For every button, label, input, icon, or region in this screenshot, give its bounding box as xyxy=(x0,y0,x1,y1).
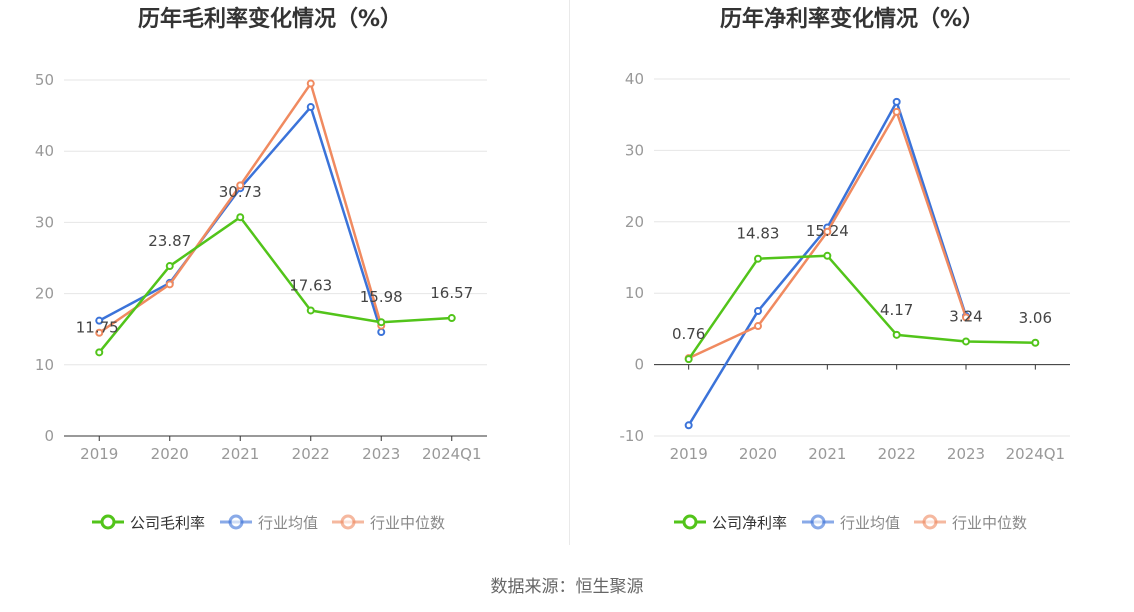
data-point-industry_avg[interactable] xyxy=(377,328,386,337)
series-line-company xyxy=(98,215,452,354)
legend-marker xyxy=(922,514,938,530)
y-tick-label: 40 xyxy=(625,70,644,88)
data-label: 17.63 xyxy=(289,276,332,294)
data-point-company[interactable] xyxy=(165,262,174,271)
x-tick-label: 2022 xyxy=(292,445,330,463)
legend-item-industry_avg[interactable]: 行业均值 xyxy=(220,514,318,532)
y-tick-label: 0 xyxy=(44,427,54,445)
data-label: 30.73 xyxy=(219,183,262,201)
chart-title: 历年净利率变化情况（%） xyxy=(720,6,984,32)
legend-item-industry_avg[interactable]: 行业均值 xyxy=(802,514,900,532)
data-point-industry_median[interactable] xyxy=(823,227,832,236)
data-point-industry_median[interactable] xyxy=(754,322,762,331)
legend-label: 行业均值 xyxy=(840,514,900,532)
data-point-industry_avg[interactable] xyxy=(892,97,901,106)
legend-marker xyxy=(340,514,356,530)
x-tick-label: 2020 xyxy=(739,445,777,463)
data-label: 14.83 xyxy=(737,225,780,243)
data-point-industry_median[interactable] xyxy=(236,181,245,190)
legend-label: 行业中位数 xyxy=(370,514,445,532)
data-point-company[interactable] xyxy=(684,355,693,364)
data-point-company[interactable] xyxy=(306,306,315,315)
data-label: 23.87 xyxy=(148,232,191,250)
legend-label: 行业均值 xyxy=(258,514,318,532)
data-label: 15.98 xyxy=(360,288,403,306)
data-point-industry_median[interactable] xyxy=(962,313,970,322)
legend-item-company[interactable]: 公司净利率 xyxy=(674,514,787,532)
data-point-company[interactable] xyxy=(823,251,832,260)
x-tick-label: 2024Q1 xyxy=(1006,445,1066,463)
legend-label: 公司毛利率 xyxy=(130,514,205,532)
y-tick-label: 0 xyxy=(634,356,644,374)
chart-title: 历年毛利率变化情况（%） xyxy=(138,6,402,32)
data-label: 16.57 xyxy=(430,284,473,302)
y-tick-label: 10 xyxy=(35,356,54,374)
data-point-company[interactable] xyxy=(892,330,901,339)
data-label: 15.24 xyxy=(806,222,849,240)
data-point-industry_median[interactable] xyxy=(892,107,901,116)
data-point-company[interactable] xyxy=(236,213,245,222)
data-point-company[interactable] xyxy=(447,314,456,323)
y-tick-label: 50 xyxy=(35,71,54,89)
x-tick-label: 2022 xyxy=(878,445,916,463)
x-tick-label: 2021 xyxy=(808,445,846,463)
x-tick-label: 2023 xyxy=(362,445,400,463)
legend-label: 公司净利率 xyxy=(712,514,787,532)
data-label: 0.76 xyxy=(672,325,705,343)
data-point-industry_median[interactable] xyxy=(95,328,104,337)
y-tick-label: 10 xyxy=(625,284,644,302)
y-tick-label: 20 xyxy=(625,213,644,231)
panel-divider xyxy=(569,0,570,545)
legend-marker xyxy=(810,514,826,530)
series-line-company xyxy=(687,254,1036,360)
legend-marker xyxy=(100,514,116,530)
legend-marker xyxy=(228,514,244,530)
data-source-note: 数据来源：恒生聚源 xyxy=(490,577,644,597)
x-tick-label: 2019 xyxy=(80,445,118,463)
y-tick-label: 20 xyxy=(35,285,54,303)
legend-item-industry_median[interactable]: 行业中位数 xyxy=(332,514,445,532)
legend-marker xyxy=(682,514,698,530)
data-point-industry_avg[interactable] xyxy=(684,421,693,430)
legend-item-industry_median[interactable]: 行业中位数 xyxy=(914,514,1027,532)
y-tick-label: 30 xyxy=(35,213,54,231)
net-margin-chart: 历年净利率变化情况（%） -10 0 10 20 30 40 2019 2020 2021 2022… xyxy=(620,6,1070,532)
data-label: 11.75 xyxy=(76,318,119,336)
data-point-industry_avg[interactable] xyxy=(754,307,762,316)
data-point-company[interactable] xyxy=(1031,338,1040,347)
legend-item-company[interactable]: 公司毛利率 xyxy=(92,514,205,532)
x-tick-label: 2023 xyxy=(947,445,985,463)
series-line-industry_median xyxy=(98,82,383,334)
data-point-industry_avg[interactable] xyxy=(306,103,315,112)
data-point-industry_median[interactable] xyxy=(306,79,315,88)
y-tick-label: 30 xyxy=(625,141,644,159)
data-point-company[interactable] xyxy=(95,348,104,357)
x-tick-label: 2020 xyxy=(151,445,189,463)
data-label: 3.24 xyxy=(949,307,982,325)
legend-label: 行业中位数 xyxy=(952,514,1027,532)
data-point-company[interactable] xyxy=(754,254,762,263)
data-label: 4.17 xyxy=(880,301,913,319)
data-point-industry_avg[interactable] xyxy=(95,316,104,325)
y-tick-label: -10 xyxy=(620,427,645,445)
y-tick-label: 40 xyxy=(35,142,54,160)
x-tick-label: 2024Q1 xyxy=(422,445,482,463)
x-tick-label: 2019 xyxy=(670,445,708,463)
data-label: 3.06 xyxy=(1019,309,1052,327)
data-point-company[interactable] xyxy=(962,337,970,346)
data-point-company[interactable] xyxy=(377,318,386,327)
data-point-industry_median[interactable] xyxy=(165,280,174,289)
gross-margin-chart: 历年毛利率变化情况（%） 0 10 20 30 40 50 2019 2020 2021 2022 2… xyxy=(35,6,487,532)
x-tick-label: 2021 xyxy=(221,445,259,463)
